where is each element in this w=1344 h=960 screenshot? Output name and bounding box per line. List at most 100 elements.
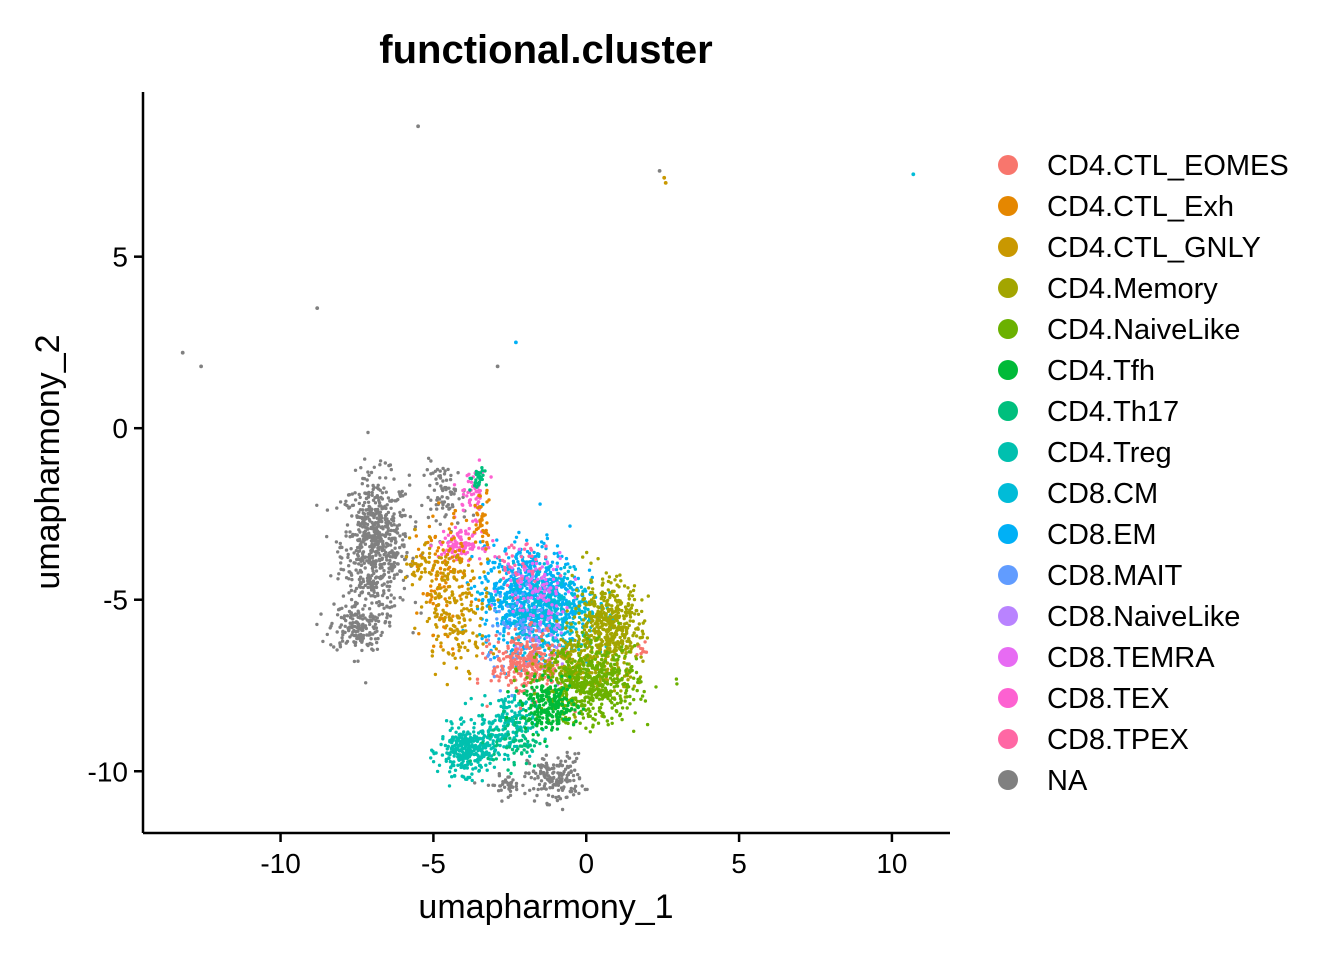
data-point	[385, 524, 389, 528]
data-point	[555, 778, 559, 782]
data-point	[466, 747, 470, 752]
data-point	[572, 778, 576, 783]
data-point	[597, 709, 602, 713]
data-point	[461, 759, 465, 763]
data-point	[633, 644, 637, 648]
data-point	[625, 682, 630, 687]
data-point	[531, 662, 535, 666]
data-point	[522, 602, 526, 607]
data-point	[402, 586, 407, 591]
data-point	[546, 601, 551, 605]
data-point	[435, 481, 439, 486]
data-point	[440, 506, 445, 510]
data-point	[608, 595, 612, 600]
data-point	[600, 583, 604, 587]
data-point	[449, 492, 453, 496]
data-point	[568, 679, 573, 683]
data-point	[559, 612, 563, 616]
data-point	[432, 488, 437, 492]
data-point	[494, 593, 498, 597]
data-point	[483, 656, 488, 660]
data-point	[556, 783, 561, 787]
data-point	[555, 619, 559, 623]
data-point	[559, 677, 563, 682]
data-point	[395, 527, 399, 531]
data-point	[338, 555, 342, 559]
data-point	[532, 692, 537, 696]
data-point	[574, 627, 578, 631]
data-point	[435, 570, 440, 574]
data-point	[577, 647, 581, 652]
data-point	[531, 667, 535, 671]
data-point	[634, 608, 638, 613]
data-point	[503, 580, 507, 585]
data-point	[351, 630, 355, 634]
data-point	[465, 766, 469, 770]
data-point	[528, 656, 533, 661]
data-point	[460, 763, 464, 767]
data-point	[554, 589, 558, 593]
data-point	[341, 633, 345, 637]
data-point	[509, 780, 514, 785]
data-point	[534, 567, 538, 571]
data-point	[370, 566, 375, 571]
data-point	[504, 552, 509, 556]
data-point	[536, 774, 540, 778]
data-point	[375, 591, 380, 596]
data-point	[459, 656, 463, 660]
data-point	[521, 783, 525, 788]
data-point	[507, 556, 511, 560]
data-point	[595, 654, 599, 659]
data-point	[421, 551, 425, 555]
data-point	[628, 702, 632, 706]
data-point	[495, 538, 499, 542]
data-point	[343, 624, 347, 628]
data-point	[572, 615, 577, 619]
data-point	[509, 783, 513, 788]
data-point	[461, 613, 465, 617]
data-point	[497, 649, 501, 654]
data-point	[568, 736, 572, 740]
data-point	[483, 635, 488, 639]
data-point	[489, 650, 493, 654]
data-point	[617, 585, 621, 589]
data-point	[527, 771, 531, 775]
data-point	[654, 685, 658, 689]
data-point	[508, 565, 512, 569]
data-point	[480, 703, 484, 707]
data-point	[603, 654, 608, 658]
data-point	[364, 626, 368, 631]
data-point	[357, 528, 361, 532]
data-point	[414, 534, 418, 538]
data-point	[389, 593, 393, 597]
data-point	[344, 641, 348, 645]
data-point	[582, 648, 587, 652]
data-point	[525, 586, 529, 591]
data-point	[451, 614, 455, 618]
data-point	[489, 594, 494, 598]
data-point	[435, 637, 439, 642]
data-point	[559, 567, 563, 571]
data-point	[471, 533, 475, 537]
data-point	[610, 607, 614, 611]
data-point	[367, 490, 371, 495]
data-point	[427, 551, 432, 556]
data-point	[363, 603, 367, 608]
data-point	[480, 713, 484, 717]
data-point	[460, 592, 465, 596]
data-point	[498, 558, 502, 563]
data-point	[357, 583, 362, 588]
data-point	[631, 619, 635, 623]
data-point	[398, 534, 402, 538]
data-point	[363, 542, 368, 546]
data-point	[475, 677, 480, 681]
data-point	[600, 658, 604, 662]
data-point	[389, 467, 393, 472]
data-point	[540, 565, 544, 569]
data-point	[434, 751, 438, 755]
data-point	[538, 561, 542, 566]
data-point	[374, 585, 379, 590]
data-point	[589, 620, 593, 625]
data-point	[467, 543, 471, 547]
data-point	[546, 588, 550, 592]
